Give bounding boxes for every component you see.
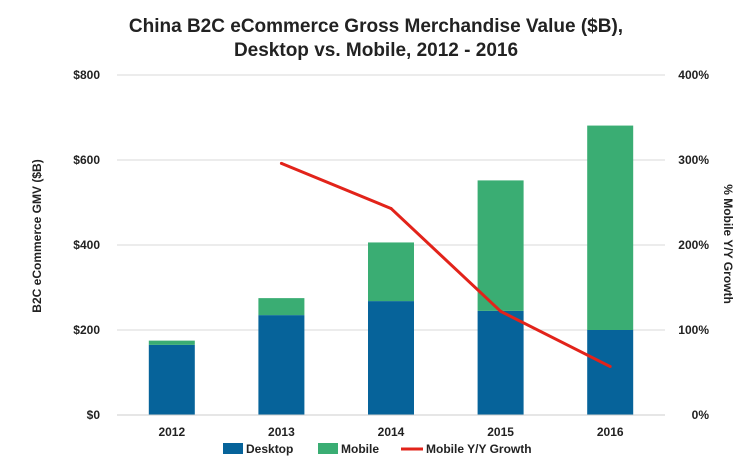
legend-swatch-mobile bbox=[318, 443, 338, 454]
x-tick-label: 2016 bbox=[597, 425, 624, 439]
growth-point bbox=[389, 206, 393, 210]
y-tick-label: $0 bbox=[87, 408, 101, 422]
bar-mobile bbox=[587, 125, 634, 330]
legend: Desktop Mobile Mobile Y/Y Growth bbox=[223, 442, 532, 456]
y2-tick-label: 100% bbox=[678, 323, 709, 337]
y2-tick-label: 200% bbox=[678, 238, 709, 252]
bar-mobile bbox=[258, 298, 305, 316]
y2-tick-label: 400% bbox=[678, 68, 709, 82]
growth-point bbox=[608, 365, 612, 369]
bar-desktop bbox=[148, 344, 195, 415]
y-tick-label: $800 bbox=[73, 68, 100, 82]
x-tick-label: 2015 bbox=[487, 425, 514, 439]
bar-desktop bbox=[477, 310, 524, 415]
y2-tick-label: 300% bbox=[678, 153, 709, 167]
bar-desktop bbox=[587, 330, 634, 415]
legend-label-mobile: Mobile bbox=[341, 442, 379, 456]
bar-mobile bbox=[148, 340, 195, 345]
y-tick-label: $400 bbox=[73, 238, 100, 252]
bar-desktop bbox=[368, 301, 414, 415]
x-axis-ticks: 2012 2013 2014 2015 2016 bbox=[117, 414, 665, 439]
growth-point bbox=[279, 161, 283, 165]
y2-tick-label: 0% bbox=[692, 408, 710, 422]
legend-label-growth: Mobile Y/Y Growth bbox=[426, 442, 532, 456]
bar-mobile bbox=[368, 242, 414, 302]
x-tick-label: 2012 bbox=[158, 425, 185, 439]
bar-desktop bbox=[258, 315, 305, 415]
x-tick-label: 2013 bbox=[268, 425, 295, 439]
bar-mobile bbox=[477, 180, 524, 311]
chart-title-line-2: Desktop vs. Mobile, 2012 - 2016 bbox=[234, 40, 518, 61]
y-axis-title: B2C eCommerce GMV ($B) bbox=[30, 159, 44, 312]
legend-swatch-desktop bbox=[223, 443, 243, 454]
y-tick-label: $600 bbox=[73, 153, 100, 167]
left-axis-ticks: $0 $200 $400 $600 $800 bbox=[73, 68, 100, 422]
bars bbox=[148, 125, 634, 415]
x-tick-label: 2014 bbox=[378, 425, 405, 439]
growth-line bbox=[279, 161, 612, 369]
growth-point bbox=[499, 309, 503, 313]
y-tick-label: $200 bbox=[73, 323, 100, 337]
y2-axis-title: % Mobile Y/Y Growth bbox=[721, 184, 735, 304]
right-axis-ticks: 0% 100% 200% 300% 400% bbox=[678, 68, 709, 422]
chart-title-line-1: China B2C eCommerce Gross Merchandise Va… bbox=[129, 16, 623, 37]
growth-series-line bbox=[280, 162, 611, 368]
legend-label-desktop: Desktop bbox=[246, 442, 293, 456]
